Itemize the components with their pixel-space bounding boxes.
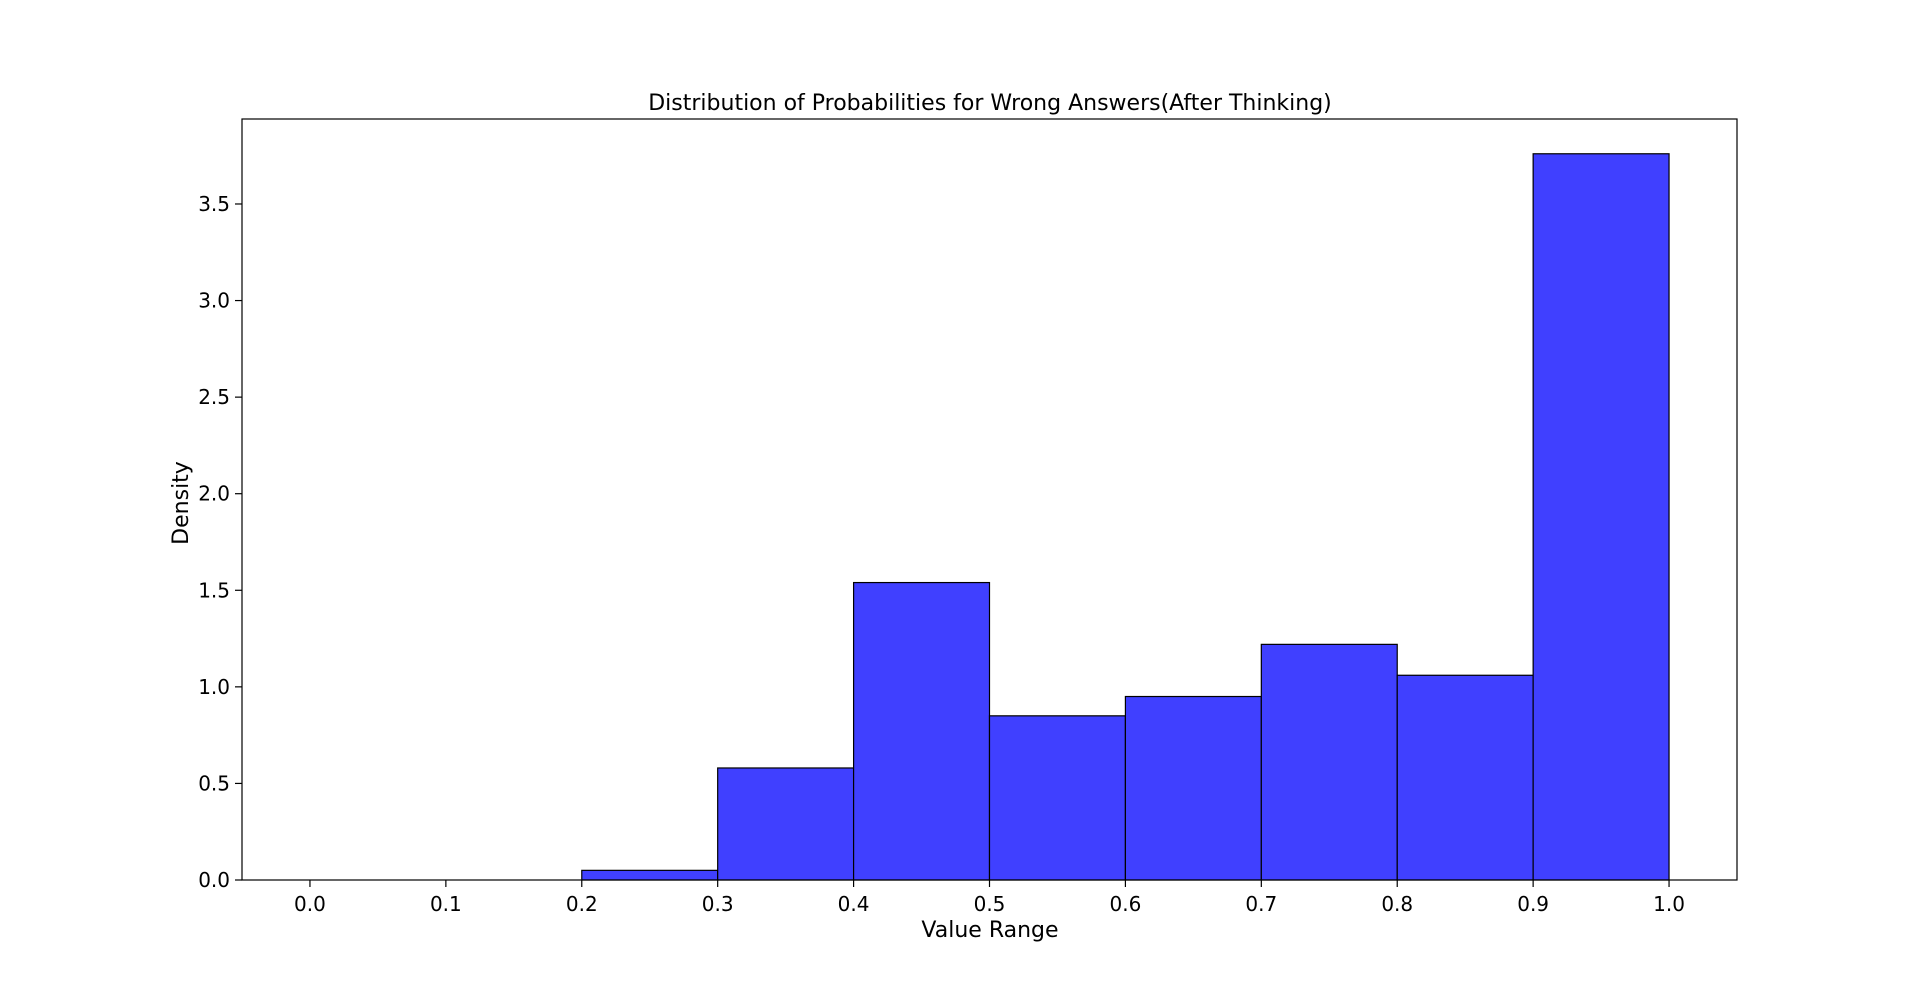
histogram-bar-4 xyxy=(852,581,991,881)
histogram-bar-5 xyxy=(988,715,1127,881)
histogram-bar-6 xyxy=(1124,695,1262,881)
x-axis: 0.0 0.1 0.2 0.3 0.4 0.5 0.6 0.7 0.8 0.9 1.0 xyxy=(294,880,1685,916)
x-tick-label-8: 0.8 xyxy=(1381,892,1413,916)
y-axis: 0.0 0.5 1.0 1.5 2.0 2.5 3.0 3.5 xyxy=(198,192,242,892)
histogram-bar-7 xyxy=(1260,643,1398,881)
y-tick-label-2: 1.0 xyxy=(198,675,230,699)
y-tick-label-3: 1.5 xyxy=(198,578,230,602)
y-tick-label-1: 0.5 xyxy=(198,771,230,795)
plot-frame xyxy=(241,118,1738,881)
histogram-bar-8 xyxy=(1396,674,1534,881)
y-tick-label-7: 3.5 xyxy=(198,192,230,216)
x-tick-label-6: 0.6 xyxy=(1110,892,1142,916)
y-tick-label-6: 3.0 xyxy=(198,289,230,313)
x-tick-label-1: 0.1 xyxy=(430,892,462,916)
y-tick-label-5: 2.5 xyxy=(198,385,230,409)
x-tick-label-7: 0.7 xyxy=(1245,892,1277,916)
y-tick-label-0: 0.0 xyxy=(198,868,230,892)
x-axis-label: Value Range xyxy=(921,918,1058,943)
histogram-bar-3 xyxy=(717,767,855,881)
x-tick-label-4: 0.4 xyxy=(838,892,870,916)
x-tick-label-0: 0.0 xyxy=(294,892,326,916)
histogram-bar-2 xyxy=(581,869,719,881)
bars-group xyxy=(581,153,1670,881)
x-tick-label-5: 0.5 xyxy=(974,892,1006,916)
chart-title: Distribution of Probabilities for Wrong … xyxy=(648,91,1332,116)
y-tick-label-4: 2.0 xyxy=(198,482,230,506)
y-axis-label: Density xyxy=(169,461,194,545)
x-tick-label-10: 1.0 xyxy=(1653,892,1685,916)
x-tick-label-3: 0.3 xyxy=(702,892,734,916)
histogram-bar-9 xyxy=(1532,153,1670,881)
x-tick-label-9: 0.9 xyxy=(1517,892,1549,916)
x-tick-label-2: 0.2 xyxy=(566,892,598,916)
